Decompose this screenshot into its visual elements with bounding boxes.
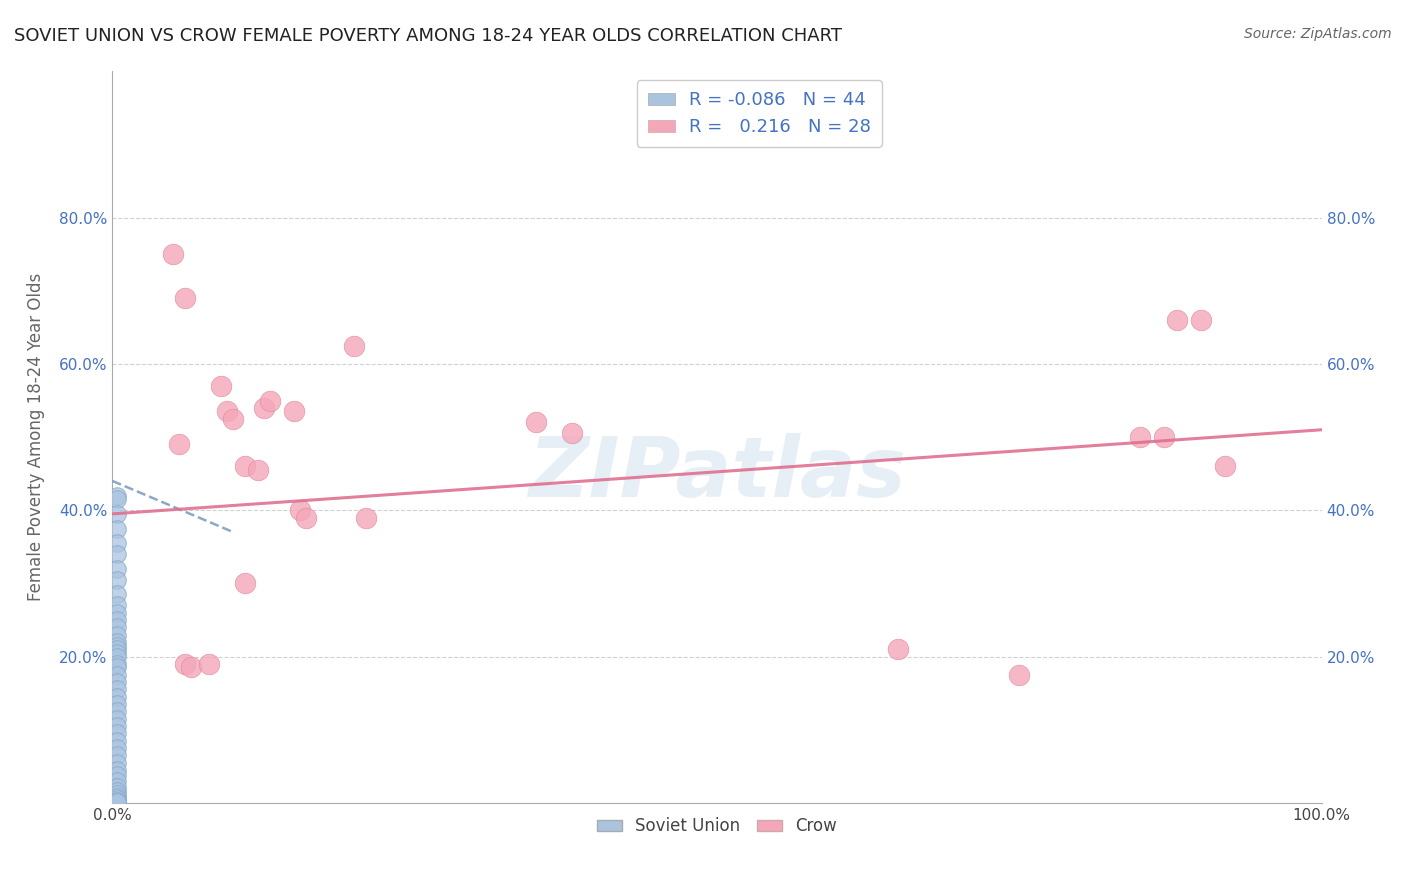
Point <box>105 635 128 649</box>
Point <box>288 503 311 517</box>
Point <box>1129 430 1152 444</box>
Point <box>561 426 583 441</box>
Point <box>162 247 184 261</box>
Point <box>174 657 197 671</box>
Point <box>105 573 128 587</box>
Point <box>235 576 257 591</box>
Point <box>105 756 128 770</box>
Point <box>105 492 128 507</box>
Point <box>105 599 128 613</box>
Point <box>105 784 128 798</box>
Point <box>105 795 128 809</box>
Point <box>174 291 197 305</box>
Point <box>105 733 128 747</box>
Point <box>105 667 128 681</box>
Point <box>105 780 128 794</box>
Point <box>105 690 128 704</box>
Point <box>167 437 190 451</box>
Point <box>105 712 128 726</box>
Point <box>105 740 128 755</box>
Point <box>283 404 305 418</box>
Point <box>105 507 128 521</box>
Point <box>222 412 245 426</box>
Point <box>105 521 128 535</box>
Point <box>105 794 128 808</box>
Point <box>105 620 128 634</box>
Point <box>105 773 128 788</box>
Point <box>105 639 128 653</box>
Point <box>105 763 128 777</box>
Point <box>343 338 366 352</box>
Point <box>259 393 281 408</box>
Point <box>105 642 128 657</box>
Point <box>105 748 128 763</box>
Point <box>180 660 202 674</box>
Point <box>105 587 128 601</box>
Point <box>217 404 239 418</box>
Point <box>105 606 128 620</box>
Point <box>105 562 128 576</box>
Point <box>1153 430 1175 444</box>
Point <box>246 463 269 477</box>
Point <box>356 510 378 524</box>
Point <box>105 705 128 719</box>
Text: ZIPatlas: ZIPatlas <box>529 434 905 514</box>
Point <box>105 789 128 804</box>
Point <box>253 401 276 415</box>
Point <box>105 657 128 671</box>
Point <box>105 792 128 806</box>
Point <box>1213 459 1236 474</box>
Point <box>887 642 910 657</box>
Point <box>105 646 128 660</box>
Point <box>1008 667 1031 681</box>
Point <box>105 649 128 664</box>
Point <box>105 675 128 690</box>
Point <box>198 657 221 671</box>
Text: SOVIET UNION VS CROW FEMALE POVERTY AMONG 18-24 YEAR OLDS CORRELATION CHART: SOVIET UNION VS CROW FEMALE POVERTY AMON… <box>14 27 842 45</box>
Point <box>105 489 128 503</box>
Point <box>235 459 257 474</box>
Point <box>1166 313 1188 327</box>
Point <box>105 536 128 550</box>
Text: Source: ZipAtlas.com: Source: ZipAtlas.com <box>1244 27 1392 41</box>
Y-axis label: Female Poverty Among 18-24 Year Olds: Female Poverty Among 18-24 Year Olds <box>27 273 45 601</box>
Point <box>105 627 128 641</box>
Point <box>209 379 232 393</box>
Point <box>1189 313 1212 327</box>
Point <box>524 416 547 430</box>
Point <box>105 697 128 711</box>
Point <box>105 768 128 782</box>
Point <box>105 719 128 733</box>
Point <box>105 660 128 674</box>
Point <box>295 510 318 524</box>
Point <box>105 682 128 697</box>
Point <box>105 547 128 561</box>
Point <box>105 787 128 801</box>
Legend: Soviet Union, Crow: Soviet Union, Crow <box>591 811 844 842</box>
Point <box>105 613 128 627</box>
Point <box>105 726 128 740</box>
